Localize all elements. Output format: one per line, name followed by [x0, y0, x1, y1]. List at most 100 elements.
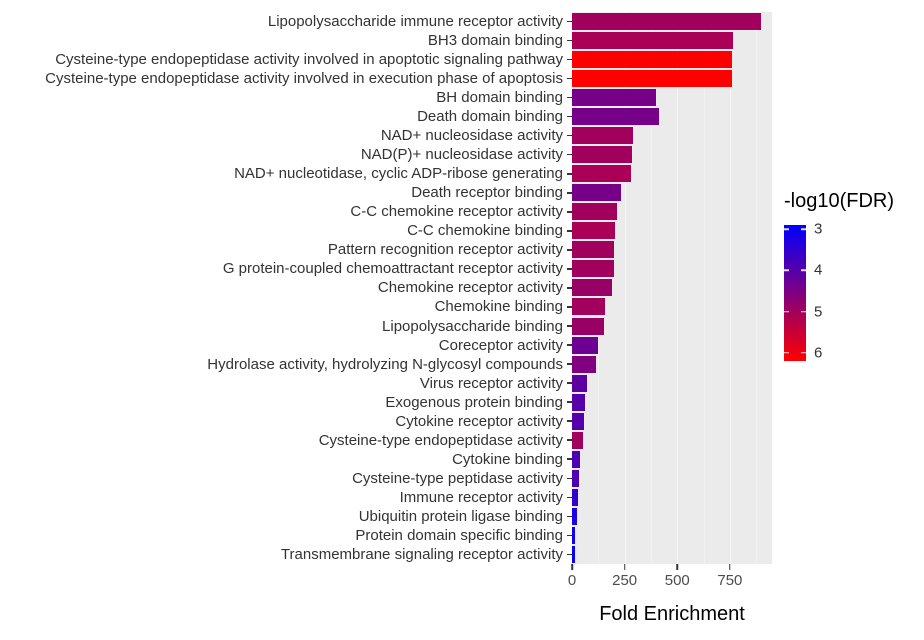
category-label: Lipopolysaccharide immune receptor activ… — [267, 13, 563, 31]
bars — [572, 12, 772, 564]
bar-row — [572, 12, 772, 31]
bar-row — [572, 297, 772, 316]
bar-row — [572, 259, 772, 278]
bar — [572, 89, 657, 107]
y-tick-mark — [567, 363, 572, 365]
legend-tick-label: 6 — [814, 344, 823, 362]
y-axis-row: C-C chemokine receptor activity — [0, 202, 572, 221]
bar-row — [572, 488, 772, 507]
category-label: Death domain binding — [417, 108, 563, 126]
category-label: Ubiquitin protein ligase binding — [358, 507, 563, 525]
y-tick-mark — [567, 134, 572, 137]
bar — [572, 260, 614, 278]
y-tick-mark — [567, 534, 572, 537]
y-axis-row: Cysteine-type endopeptidase activity inv… — [0, 50, 572, 69]
bar — [572, 241, 615, 259]
bar-row — [572, 50, 772, 69]
bar — [572, 545, 575, 563]
category-label: Cysteine-type endopeptidase activity — [318, 431, 563, 449]
bar — [572, 165, 631, 183]
y-tick-mark — [567, 115, 572, 118]
bar — [572, 526, 576, 544]
bar — [572, 469, 580, 487]
category-label: Death receptor binding — [411, 184, 563, 202]
y-tick-mark — [567, 173, 572, 175]
y-axis-row: Virus receptor activity — [0, 374, 572, 393]
bar-row — [572, 412, 772, 431]
legend-tick-mark — [801, 310, 806, 313]
category-label: Hydrolase activity, hydrolyzing N-glycos… — [207, 355, 563, 373]
category-label: Pattern recognition receptor activity — [327, 241, 563, 259]
y-axis-row: Exogenous protein binding — [0, 393, 572, 412]
bar-row — [572, 164, 772, 183]
x-tick-label: 750 — [717, 572, 743, 589]
gridline-minor — [703, 12, 705, 564]
category-label: Coreceptor activity — [438, 336, 563, 354]
bar — [572, 222, 616, 240]
legend-tick-label: 4 — [814, 261, 823, 279]
plot-panel — [572, 12, 772, 564]
y-axis-row: Cysteine-type endopeptidase activity inv… — [0, 69, 572, 88]
bar — [572, 108, 660, 126]
bar-row — [572, 393, 772, 412]
bar — [572, 317, 604, 335]
y-axis-row: G protein-coupled chemoattractant recept… — [0, 259, 572, 278]
bar-row — [572, 202, 772, 221]
category-label: C-C chemokine binding — [407, 222, 563, 240]
y-tick-mark — [567, 439, 572, 441]
legend-colorbar-gradient — [784, 225, 806, 361]
category-label: Protein domain specific binding — [355, 526, 563, 544]
bar-row — [572, 374, 772, 393]
y-axis-row: Lipopolysaccharide binding — [0, 317, 572, 336]
x-tick-mark — [676, 564, 678, 570]
category-label: NAD+ nucleotidase, cyclic ADP-ribose gen… — [234, 165, 563, 183]
y-axis-row: Ubiquitin protein ligase binding — [0, 507, 572, 526]
bar-row — [572, 221, 772, 240]
bar — [572, 488, 579, 506]
category-label: Cysteine-type peptidase activity — [352, 469, 563, 487]
bar — [572, 374, 587, 392]
legend-tick-mark — [784, 352, 789, 354]
category-label: Transmembrane signaling receptor activit… — [280, 545, 563, 563]
y-axis-row: Coreceptor activity — [0, 336, 572, 355]
bar — [572, 355, 597, 373]
y-axis-row: Transmembrane signaling receptor activit… — [0, 545, 572, 564]
x-tick-label: 250 — [612, 572, 638, 589]
bar — [572, 184, 622, 202]
bar-row — [572, 278, 772, 297]
bar — [572, 70, 732, 88]
y-tick-mark — [567, 401, 572, 403]
category-label: Cysteine-type endopeptidase activity inv… — [55, 51, 563, 69]
y-axis-row: BH domain binding — [0, 88, 572, 107]
legend-tick-label: 5 — [814, 303, 823, 321]
y-tick-mark — [567, 382, 572, 384]
y-tick-mark — [567, 515, 572, 518]
y-axis-row: Chemokine binding — [0, 297, 572, 316]
y-tick-mark — [567, 211, 572, 213]
x-tick-label: 500 — [664, 572, 690, 589]
bar-row — [572, 69, 772, 88]
gridline-major — [729, 12, 731, 564]
bar — [572, 51, 732, 69]
y-tick-mark — [567, 39, 572, 42]
y-axis-row: Protein domain specific binding — [0, 526, 572, 545]
y-tick-mark — [567, 268, 572, 270]
bar-row — [572, 126, 772, 145]
bar — [572, 13, 762, 31]
legend-tick-mark — [801, 352, 806, 354]
category-label: Lipopolysaccharide binding — [382, 317, 563, 335]
bar — [572, 412, 585, 430]
y-axis-row: Lipopolysaccharide immune receptor activ… — [0, 12, 572, 31]
y-tick-mark — [567, 192, 572, 194]
x-tick-mark — [623, 564, 626, 570]
legend-tick-mark — [801, 269, 806, 272]
legend-title: -log10(FDR) — [784, 190, 895, 212]
x-tick-mark — [729, 564, 731, 570]
y-axis: Lipopolysaccharide immune receptor activ… — [0, 12, 572, 564]
y-axis-row: Death receptor binding — [0, 183, 572, 202]
bar-row — [572, 355, 772, 374]
legend-tick-mark — [784, 269, 789, 272]
bar — [572, 127, 634, 145]
bar-row — [572, 431, 772, 450]
y-tick-mark — [567, 477, 572, 480]
